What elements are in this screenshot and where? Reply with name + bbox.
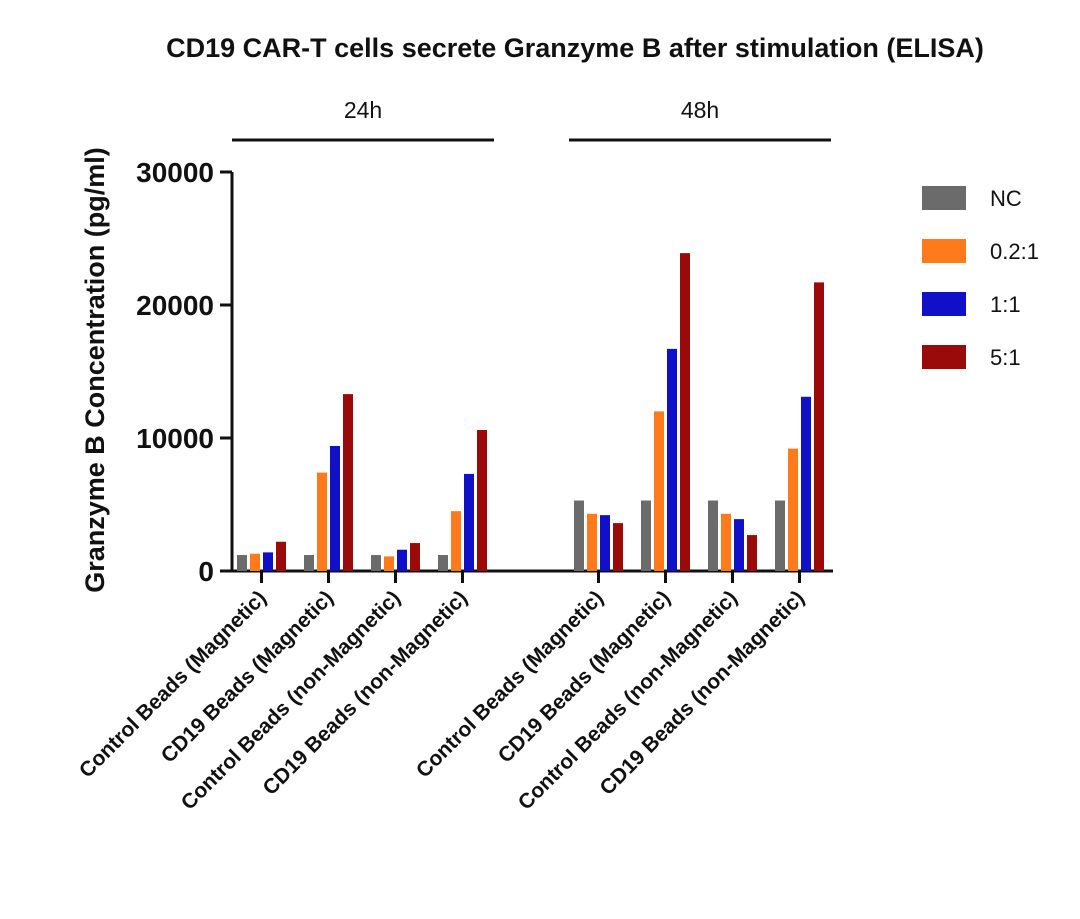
bar-5-1-4 [613, 523, 623, 571]
y-tick-label: 10000 [136, 423, 214, 454]
bar-NC-1 [304, 555, 314, 571]
bar-1-1-1 [330, 445, 340, 571]
bar-0-2-1-0 [250, 553, 260, 571]
bar-0-2-1-2 [384, 556, 394, 571]
bar-0-2-1-5 [654, 411, 664, 571]
bar-NC-2 [371, 555, 381, 571]
bar-1-1-6 [734, 519, 744, 571]
legend-swatch-0-2-1 [922, 239, 966, 263]
bar-0-2-1-6 [721, 513, 731, 571]
y-axis-label: Granzyme B Concentration (pg/ml) [80, 147, 110, 593]
bar-5-1-6 [747, 535, 757, 571]
legend-label: 0.2:1 [990, 239, 1039, 264]
y-tick-label: 30000 [136, 157, 214, 188]
bar-5-1-3 [477, 430, 487, 571]
bar-5-1-5 [680, 253, 690, 571]
bar-0-2-1-4 [587, 513, 597, 571]
bar-NC-6 [708, 500, 718, 571]
bar-NC-0 [237, 555, 247, 571]
y-tick-label: 0 [198, 556, 214, 587]
bar-5-1-0 [276, 541, 286, 571]
bar-1-1-7 [801, 396, 811, 571]
bar-NC-4 [574, 500, 584, 571]
legend-swatch-NC [922, 186, 966, 210]
chart-title: CD19 CAR-T cells secrete Granzyme B afte… [166, 33, 984, 63]
bar-0-2-1-1 [317, 472, 327, 571]
legend-label: 1:1 [990, 292, 1021, 317]
legend-swatch-5-1 [922, 345, 966, 369]
bar-1-1-0 [263, 552, 273, 571]
bar-1-1-3 [464, 473, 474, 571]
bar-1-1-5 [667, 348, 677, 571]
group-label-24h: 24h [344, 97, 382, 123]
bar-5-1-2 [410, 543, 420, 571]
bar-5-1-7 [814, 282, 824, 571]
legend-label: 5:1 [990, 345, 1021, 370]
group-label-48h: 48h [681, 97, 719, 123]
bar-0-2-1-7 [788, 448, 798, 571]
bar-NC-7 [775, 500, 785, 571]
bar-1-1-4 [600, 515, 610, 571]
bar-NC-5 [641, 500, 651, 571]
y-tick-label: 20000 [136, 290, 214, 321]
bar-5-1-1 [343, 394, 353, 571]
bar-NC-3 [438, 555, 448, 571]
legend-label: NC [990, 186, 1022, 211]
legend-swatch-1-1 [922, 292, 966, 316]
bar-1-1-2 [397, 549, 407, 571]
bar-0-2-1-3 [451, 511, 461, 571]
